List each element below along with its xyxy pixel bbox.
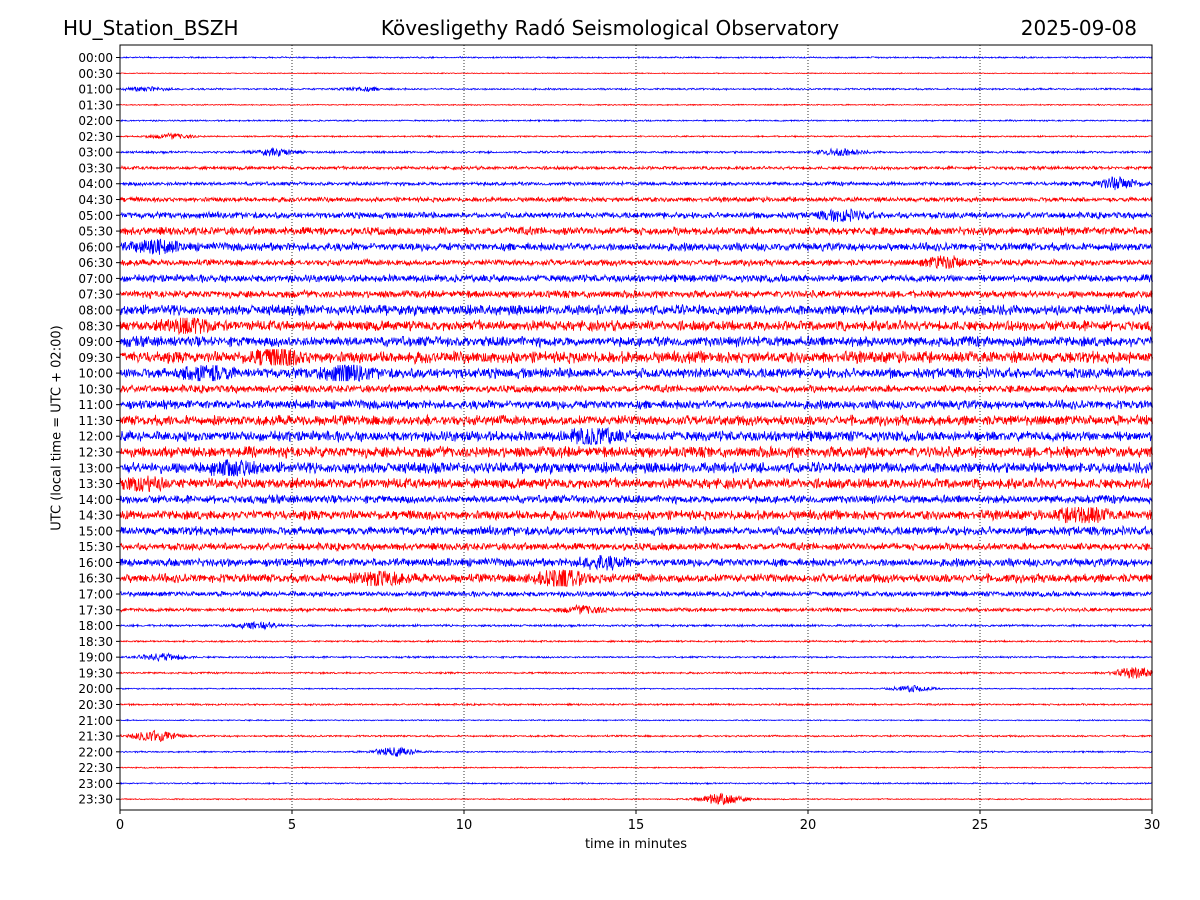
y-tick-label: 13:30 [78,477,113,491]
y-tick-label: 07:00 [78,272,113,286]
y-tick-label: 17:30 [78,603,113,617]
y-tick-label: 22:30 [78,761,113,775]
x-tick-label: 30 [1144,818,1161,833]
y-tick-label: 16:00 [78,556,113,570]
y-tick-label: 10:00 [78,367,113,381]
trace-0830 [119,317,1153,336]
y-tick-label: 02:00 [78,114,113,128]
trace-1200 [119,426,1153,445]
seismogram-traces [119,55,1153,806]
y-tick-label: 00:00 [78,51,113,65]
trace-1000 [119,364,1153,382]
y-tick-label: 11:00 [78,398,113,412]
trace-1500 [119,524,1153,537]
trace-0430 [119,195,1153,204]
y-tick-label: 19:30 [78,666,113,680]
y-tick-label: 12:00 [78,430,113,444]
y-tick-label: 07:30 [78,288,113,302]
y-tick-label: 18:30 [78,635,113,649]
y-tick-label: 13:00 [78,461,113,475]
y-tick-label: 14:30 [78,509,113,523]
x-tick-label: 5 [288,818,296,833]
x-tick-label: 25 [972,818,989,833]
y-tick-label: 19:00 [78,651,113,665]
y-tick-label: 05:30 [78,225,113,239]
y-tick-label: 08:00 [78,303,113,317]
y-tick-label: 18:00 [78,619,113,633]
station-name: HU_Station_BSZH [63,16,239,40]
y-tick-label: 09:00 [78,335,113,349]
x-axis-ticks: 0 5 10 15 20 25 30 [116,810,1160,833]
y-tick-label: 16:30 [78,572,113,586]
x-tick-label: 15 [628,818,645,833]
trace-0700 [119,273,1153,284]
trace-0900 [119,335,1153,349]
y-tick-label: 23:00 [78,777,113,791]
trace-0500 [119,208,1153,223]
record-date: 2025-09-08 [1020,16,1137,40]
y-tick-label: 09:30 [78,351,113,365]
y-tick-label: 06:00 [78,240,113,254]
trace-0300 [119,146,1153,157]
trace-1830 [119,639,1153,644]
trace-0630 [119,255,1153,270]
trace-0100 [119,85,1153,93]
x-tick-label: 0 [116,818,124,833]
y-tick-label: 04:30 [78,193,113,207]
y-tick-label: 21:00 [78,714,113,728]
trace-1430 [119,507,1153,524]
y-tick-label: 20:00 [78,682,113,696]
y-tick-label: 08:30 [78,319,113,333]
trace-1800 [119,620,1153,631]
trace-1030 [119,383,1153,395]
x-tick-label: 10 [456,818,473,833]
y-tick-label: 03:00 [78,146,113,160]
y-tick-label: 01:30 [78,98,113,112]
y-tick-label: 03:30 [78,161,113,175]
trace-1530 [119,541,1153,553]
y-tick-label: 11:30 [78,414,113,428]
y-tick-label: 05:00 [78,209,113,223]
y-tick-label: 06:30 [78,256,113,270]
x-axis-label: time in minutes [584,837,688,852]
y-tick-label: 14:00 [78,493,113,507]
trace-2000 [119,684,1153,693]
x-gridlines [291,45,981,810]
y-tick-label: 01:00 [78,83,113,97]
y-tick-label: 17:00 [78,588,113,602]
trace-0330 [119,164,1153,172]
trace-0400 [119,175,1153,191]
y-tick-label: 10:30 [78,382,113,396]
trace-0530 [119,225,1153,237]
trace-1400 [119,493,1153,506]
trace-0030 [119,72,1153,75]
y-tick-label: 23:30 [78,793,113,807]
y-tick-label: 12:30 [78,446,113,460]
chart-title: Kövesligethy Radó Seismological Observat… [380,16,840,40]
trace-2030 [119,702,1153,707]
y-tick-label: 02:30 [78,130,113,144]
y-tick-label: 15:00 [78,524,113,538]
y-tick-label: 04:00 [78,177,113,191]
trace-1100 [119,398,1153,411]
y-tick-label: 21:30 [78,730,113,744]
trace-0600 [119,238,1153,255]
trace-1630 [119,569,1153,587]
y-tick-label: 15:30 [78,540,113,554]
y-tick-label: 00:30 [78,67,113,81]
y-tick-label: 22:00 [78,745,113,759]
trace-2200 [119,746,1153,757]
x-tick-label: 20 [800,818,817,833]
trace-0230 [119,132,1153,140]
trace-1600 [119,554,1153,571]
y-axis-label: UTC (local time = UTC + 02:00) [49,325,65,531]
y-tick-label: 20:30 [78,698,113,712]
trace-0930 [119,348,1153,366]
